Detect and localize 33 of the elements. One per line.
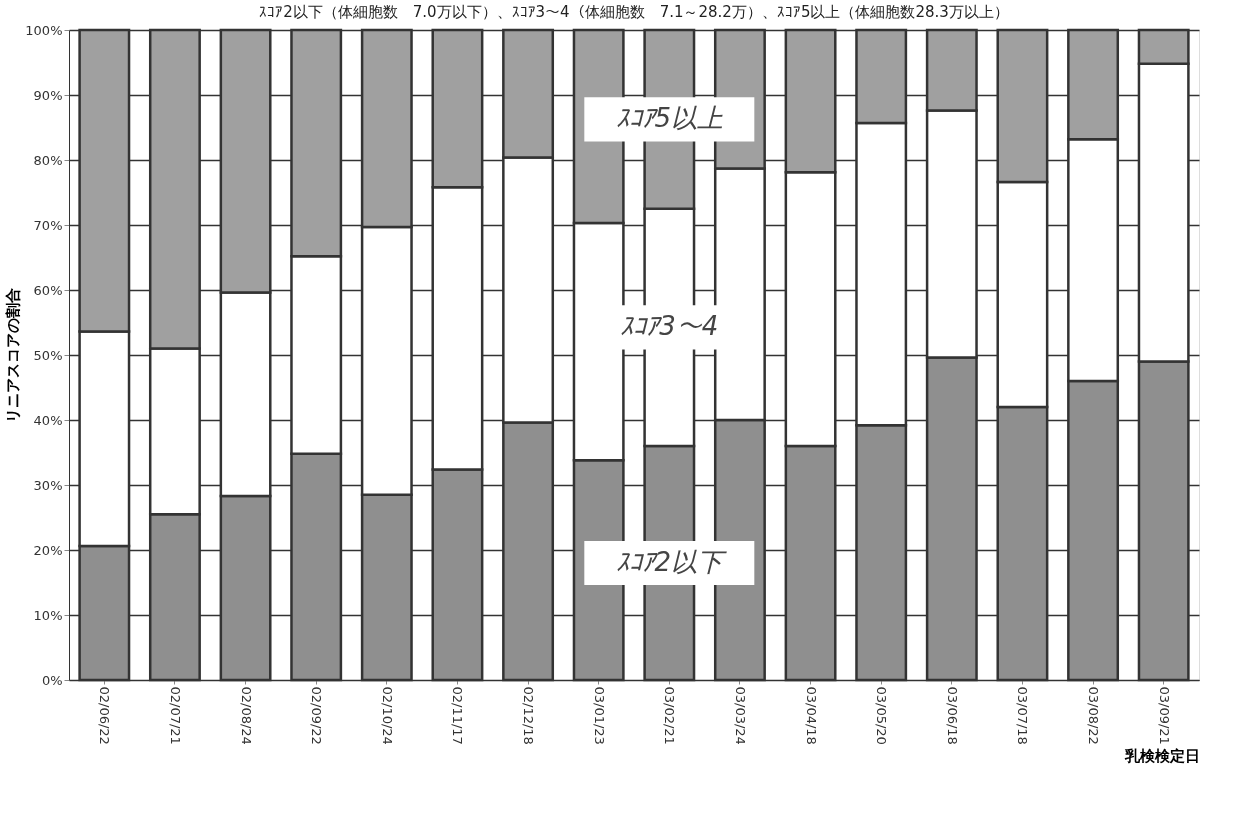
y-tick-label: 10% bbox=[33, 607, 63, 623]
x-tick-label: 02/08/24 bbox=[238, 686, 254, 745]
x-tick-label: 03/03/24 bbox=[732, 686, 748, 745]
x-tick-label: 03/02/21 bbox=[662, 686, 678, 745]
y-tick-label: 70% bbox=[33, 217, 63, 233]
y-tick-label: 40% bbox=[33, 412, 63, 428]
x-tick-label: 03/09/21 bbox=[1156, 686, 1172, 745]
chart-title: ｽｺｱ2以下（体細胞数 7.0万以下）、ｽｺｱ3～4（体細胞数 7.1～28.2万）、ｽｺｱ5以上（体細胞数28.3万以上） bbox=[259, 3, 1009, 21]
x-tick-label: 02/12/18 bbox=[521, 686, 537, 745]
x-tick-label: 03/01/23 bbox=[591, 686, 607, 745]
y-tick-label: 60% bbox=[33, 282, 63, 298]
y-tick-label: 50% bbox=[33, 347, 63, 363]
y-tick-label: 30% bbox=[33, 477, 63, 493]
x-tick-label: 03/08/22 bbox=[1086, 686, 1102, 745]
x-tick-label: 03/07/18 bbox=[1015, 686, 1031, 745]
x-tick-label: 02/11/17 bbox=[450, 686, 466, 745]
x-tick-label: 03/05/20 bbox=[874, 686, 890, 745]
y-tick-label: 0% bbox=[41, 672, 63, 688]
series-label: ｽｺｱ3～4 bbox=[620, 311, 719, 342]
x-tick-label: 02/10/24 bbox=[379, 686, 395, 745]
x-tick-label: 02/06/22 bbox=[97, 686, 113, 745]
x-axis-title: 乳検検定日 bbox=[1123, 746, 1200, 765]
series-label: ｽｺｱ2以下 bbox=[615, 547, 728, 577]
x-tick-label: 02/07/21 bbox=[167, 686, 183, 745]
y-axis-title: リニアスコアの割合 bbox=[4, 288, 23, 423]
x-tick-label: 03/04/18 bbox=[803, 686, 819, 745]
y-tick-label: 90% bbox=[33, 87, 63, 103]
y-tick-label: 20% bbox=[33, 542, 63, 558]
series-label: ｽｺｱ5以上 bbox=[615, 103, 724, 134]
y-tick-label: 100% bbox=[25, 22, 63, 38]
x-tick-label: 02/09/22 bbox=[309, 686, 325, 745]
y-tick-label: 80% bbox=[33, 152, 63, 168]
x-tick-label: 03/06/18 bbox=[944, 686, 960, 745]
